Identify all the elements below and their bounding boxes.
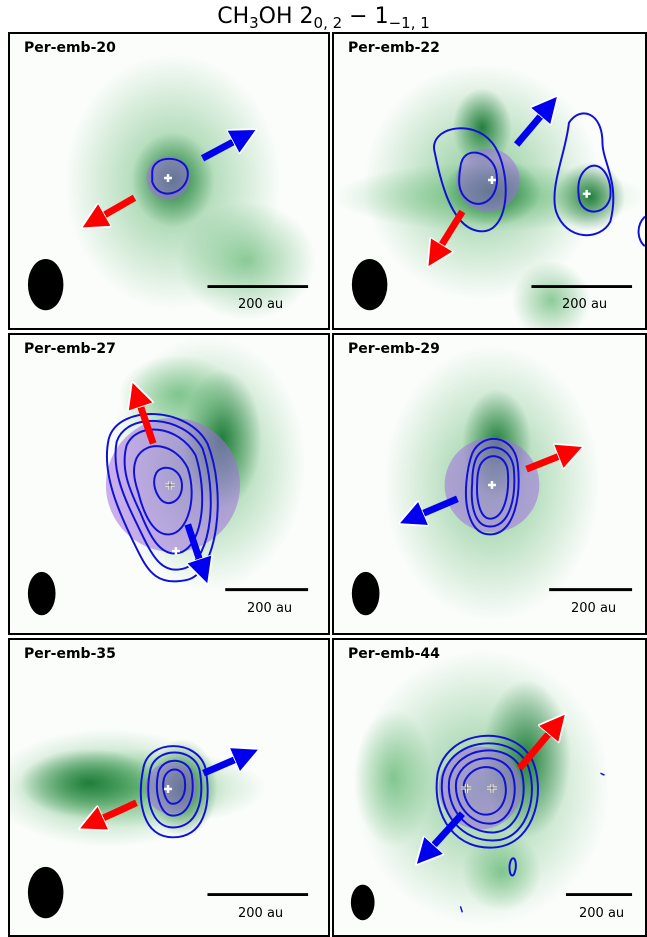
map-per-emb-20 [27, 53, 316, 321]
panel-per-emb-22: Per-emb-22 200 au [332, 32, 647, 330]
map-per-emb-27 [27, 335, 309, 616]
map-per-emb-44 [350, 649, 633, 927]
panel-per-emb-35: Per-emb-35 200 au [8, 638, 330, 937]
panel-label: Per-emb-35 [24, 646, 116, 662]
map-per-emb-29 [351, 344, 633, 622]
scalebar-label: 200 au [579, 906, 625, 921]
panel-per-emb-44: Per-emb-44 200 au [332, 638, 647, 937]
scalebar-label: 200 au [571, 601, 617, 616]
panel-label: Per-emb-29 [348, 341, 440, 357]
panel-per-emb-29: Per-emb-29 200 au [332, 333, 647, 635]
scalebar-label: 200 au [238, 297, 284, 312]
scalebar-label: 200 au [238, 906, 284, 921]
scalebar-label: 200 au [562, 297, 608, 312]
figure-title: CH3OH 20, 2 − 1−1, 1 [217, 4, 430, 32]
panel-label: Per-emb-44 [348, 646, 440, 662]
panel-label: Per-emb-27 [24, 341, 116, 357]
panel-label: Per-emb-20 [24, 40, 116, 56]
panel-per-emb-20: Per-emb-20 200 au [8, 32, 330, 330]
scalebar-label: 200 au [247, 601, 293, 616]
map-per-emb-35 [10, 728, 309, 919]
panel-label: Per-emb-22 [348, 40, 440, 56]
panel-per-emb-27: Per-emb-27 200 au [8, 333, 330, 635]
map-per-emb-22 [334, 63, 645, 328]
